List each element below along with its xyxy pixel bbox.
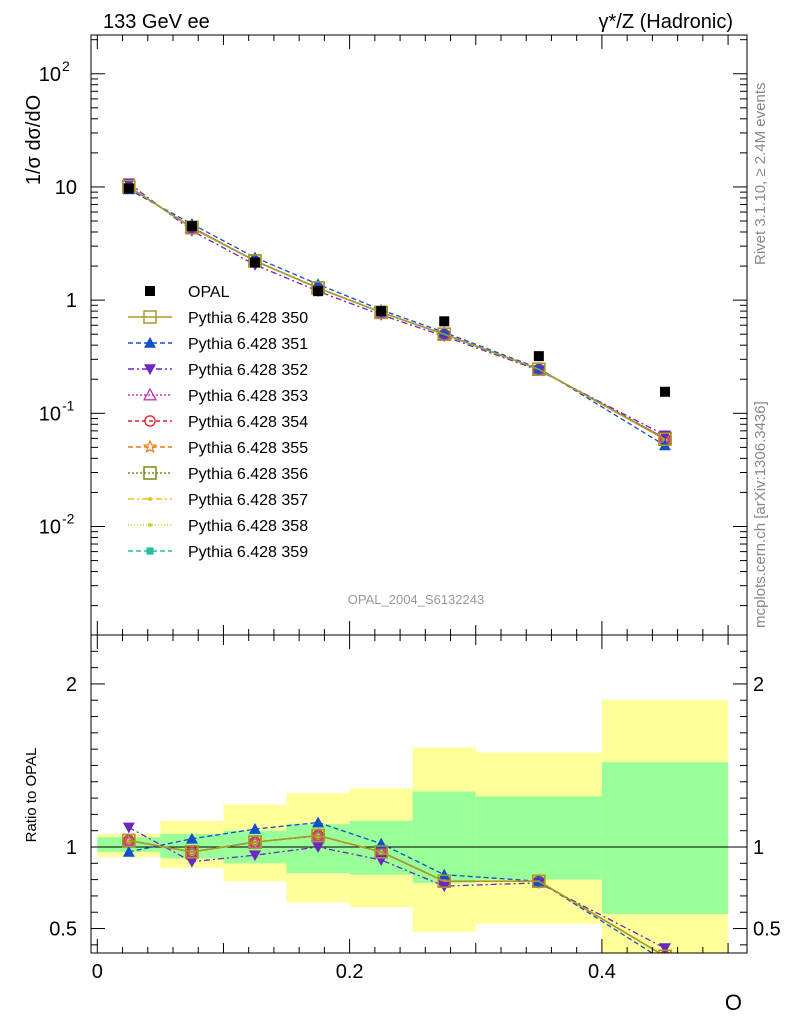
legend-opal-marker xyxy=(145,286,155,296)
top-y-axis-label: 1/σ dσ/dO xyxy=(23,95,45,185)
legend-label: Pythia 6.428 356 xyxy=(188,466,308,483)
ratio-series-marker xyxy=(661,952,669,953)
ratio-series-marker xyxy=(311,828,325,843)
legend-marker xyxy=(148,523,152,527)
ratio-series-line xyxy=(128,821,654,953)
ratio-series-lines xyxy=(121,816,672,966)
legend-marker xyxy=(148,497,152,501)
ratio-y-axis-label: Ratio to OPAL xyxy=(23,748,40,843)
legend-label: Pythia 6.428 354 xyxy=(188,414,308,431)
stat-uncertainty-band xyxy=(412,791,476,883)
opal-data-points xyxy=(123,183,670,397)
opal-data-point xyxy=(376,306,387,317)
ratio-series-marker xyxy=(310,828,326,842)
x-tick-label: 0.4 xyxy=(588,961,616,983)
main-y-tick-label: 10 xyxy=(39,64,61,86)
legend-marker xyxy=(146,547,154,555)
ratio-series-marker xyxy=(374,845,388,859)
legend-marker xyxy=(142,387,158,401)
stat-uncertainty-band xyxy=(475,796,602,880)
ratio-series-marker xyxy=(249,850,261,862)
main-series-marker xyxy=(532,362,546,377)
ratio-y-tick-label-right: 2 xyxy=(753,674,764,696)
legend-opal-label: OPAL xyxy=(188,284,230,301)
ratio-series-marker xyxy=(659,943,671,953)
ratio-series-marker xyxy=(532,874,546,888)
ratio-series-marker xyxy=(437,874,451,888)
ratio-series-marker xyxy=(248,835,262,849)
main-y-tick-label: 1 xyxy=(66,290,77,312)
ratio-series-line xyxy=(128,826,666,949)
stat-uncertainty-band xyxy=(601,762,729,914)
opal-data-point xyxy=(439,316,450,327)
main-series-marker xyxy=(438,326,451,338)
analysis-id-label: OPAL_2004_S6132243 xyxy=(348,592,484,607)
x-axis-label: O xyxy=(725,990,742,1015)
ratio-series-marker xyxy=(185,845,199,859)
ratio-uncertainty-bands xyxy=(91,700,747,953)
header-energy-label: 133 GeV ee xyxy=(103,11,210,33)
legend-marker xyxy=(144,337,156,348)
legend-marker xyxy=(142,439,158,454)
main-y-tick-label: 10 xyxy=(39,516,61,538)
legend-marker xyxy=(143,466,157,480)
legend-label: Pythia 6.428 350 xyxy=(188,310,308,327)
legend-label: Pythia 6.428 351 xyxy=(188,336,308,353)
ratio-y-tick-label: 1 xyxy=(66,837,77,859)
ratio-series-marker xyxy=(122,845,135,857)
main-series-marker xyxy=(437,327,451,341)
mcplots-label: mcplots.cern.ch [arXiv:1306.3436] xyxy=(752,401,769,628)
legend-label: Pythia 6.428 358 xyxy=(188,518,308,535)
legend-marker xyxy=(144,364,156,375)
opal-data-point xyxy=(186,221,197,232)
ratio-series-marker xyxy=(663,954,667,958)
opal-data-point xyxy=(123,183,134,194)
header-process-label: γ*/Z (Hadronic) xyxy=(599,11,733,33)
ratio-y-tick-label-right: 1 xyxy=(753,837,764,859)
legend: OPAL Pythia 6.428 350 Pythia 6.428 351 Pyth… xyxy=(128,284,308,561)
ratio-series-marker xyxy=(122,833,136,848)
opal-data-point xyxy=(313,286,324,297)
ratio-series-marker xyxy=(185,832,198,844)
main-series-line xyxy=(128,185,666,440)
ratio-series-marker xyxy=(658,949,672,953)
legend-label: Pythia 6.428 352 xyxy=(188,362,308,379)
main-y-tick-label-exponent: 2 xyxy=(62,58,70,74)
legend-marker xyxy=(143,310,157,324)
legend-label: Pythia 6.428 357 xyxy=(188,492,308,509)
ratio-series-marker xyxy=(185,856,198,868)
ratio-series-marker xyxy=(249,823,261,834)
ratio-series-marker xyxy=(659,955,671,966)
ratio-series-marker xyxy=(121,833,136,846)
opal-data-point xyxy=(250,257,260,268)
legend-label: Pythia 6.428 359 xyxy=(188,544,308,561)
main-y-tick-label: 10 xyxy=(39,403,61,425)
legend-marker xyxy=(144,415,156,427)
opal-data-point xyxy=(660,386,670,397)
main-series-marker xyxy=(658,432,672,447)
ratio-panel-frame xyxy=(90,634,748,954)
main-y-tick-label: 10 xyxy=(55,177,77,199)
main-y-tick-label-exponent: -2 xyxy=(62,510,75,526)
legend-label: Pythia 6.428 355 xyxy=(188,440,308,457)
main-series-line xyxy=(128,188,666,447)
ratio-series-marker xyxy=(663,954,667,958)
ratio-series-marker xyxy=(312,816,325,828)
x-tick-label: 0.2 xyxy=(336,961,364,983)
ratio-series-marker xyxy=(122,822,135,834)
rivet-version-label: Rivet 3.1.10, ≥ 2.4M events xyxy=(752,83,769,266)
ratio-series-marker xyxy=(312,842,325,853)
ratio-series-marker xyxy=(438,868,451,880)
legend-label: Pythia 6.428 353 xyxy=(188,388,308,405)
ratio-y-tick-label: 0.5 xyxy=(49,919,77,941)
main-y-tick-label-exponent: -1 xyxy=(62,397,75,413)
ratio-y-tick-label-right: 0.5 xyxy=(753,919,781,941)
ratio-series-line xyxy=(128,834,662,953)
ratio-y-tick-label: 2 xyxy=(66,674,77,696)
x-tick-label: 0 xyxy=(92,961,103,983)
opal-data-point xyxy=(533,351,544,362)
main-series-line xyxy=(128,182,666,436)
